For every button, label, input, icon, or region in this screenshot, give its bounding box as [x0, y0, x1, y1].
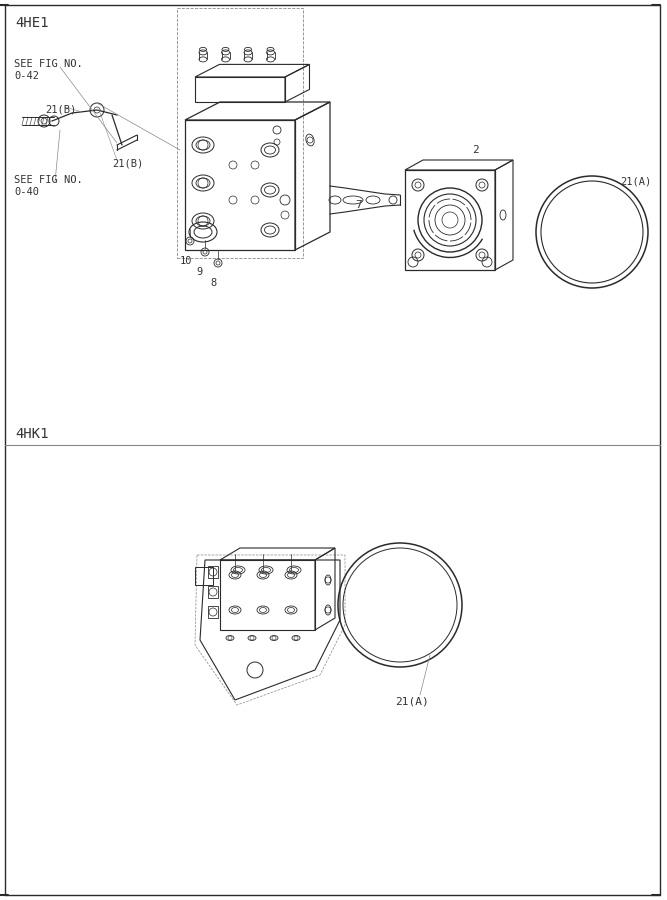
Text: 8: 8 — [210, 278, 216, 288]
Text: 7: 7 — [355, 200, 362, 210]
Bar — [208, 566, 218, 578]
Text: 21(B): 21(B) — [112, 158, 143, 168]
Bar — [195, 567, 213, 585]
Text: 2: 2 — [472, 145, 479, 155]
Text: 21(B): 21(B) — [45, 105, 76, 115]
Text: 0-42: 0-42 — [14, 71, 39, 81]
Bar — [405, 170, 495, 270]
Text: SEE FIG NO.: SEE FIG NO. — [14, 175, 83, 185]
Text: 4HK1: 4HK1 — [15, 427, 49, 441]
Bar — [185, 120, 295, 250]
Text: 21(A): 21(A) — [395, 697, 429, 707]
Text: 21(A): 21(A) — [620, 177, 651, 187]
Bar — [208, 586, 218, 598]
Bar — [208, 606, 218, 618]
Text: SEE FIG NO.: SEE FIG NO. — [14, 59, 83, 69]
Bar — [177, 8, 303, 258]
Text: 9: 9 — [196, 267, 202, 277]
Text: 0-40: 0-40 — [14, 187, 39, 197]
Text: 4HE1: 4HE1 — [15, 16, 49, 30]
Text: 10: 10 — [180, 256, 193, 266]
